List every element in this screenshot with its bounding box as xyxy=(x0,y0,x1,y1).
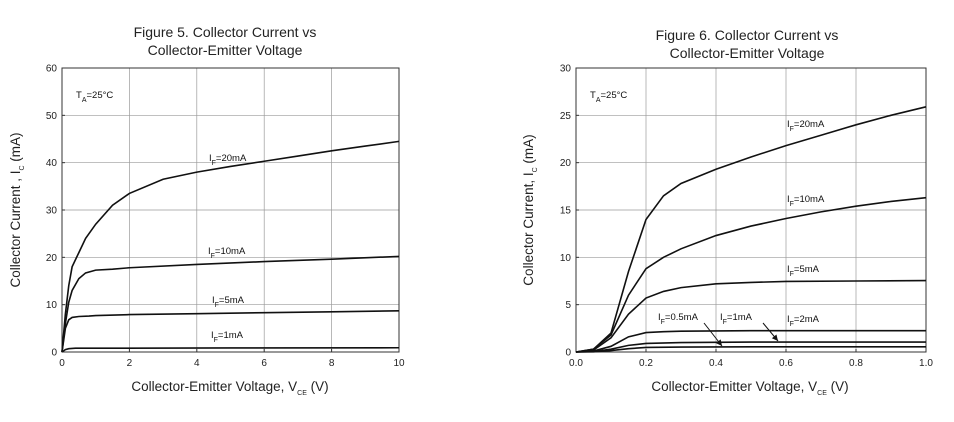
y-tick-label: 0 xyxy=(51,348,57,359)
x-tick-label: 8 xyxy=(329,358,335,369)
x-tick-label: 0.8 xyxy=(849,358,863,369)
series-label: IF=20mA xyxy=(787,119,825,133)
series-line-if2ma xyxy=(575,329,926,353)
y-tick-label: 5 xyxy=(565,300,571,311)
arrowhead xyxy=(771,334,778,341)
y-axis-label: Collector Current, IC (mA) xyxy=(521,134,539,285)
x-tick-label: 0.4 xyxy=(709,358,723,369)
series-label: IF=5mA xyxy=(212,295,245,309)
series-line-if20ma xyxy=(61,140,400,353)
chart-title-line2: Collector-Emitter Voltage xyxy=(148,42,303,58)
chart-1: Figure 5. Collector Current vs Collector-… xyxy=(8,24,405,397)
temperature-annotation: TA=25°C xyxy=(590,90,627,104)
x-axis-label: Collector-Emitter Voltage, VCE (V) xyxy=(651,379,848,397)
y-tick-label: 10 xyxy=(46,300,58,311)
y-axis-label: Collector Current , IC (mA) xyxy=(8,132,26,287)
y-tick-label: 15 xyxy=(560,206,572,217)
y-tick-label: 20 xyxy=(560,158,572,169)
chart-title-line2: Collector-Emitter Voltage xyxy=(670,45,825,61)
series-label: IF=20mA xyxy=(209,153,247,167)
y-tick-label: 40 xyxy=(46,158,58,169)
x-tick-label: 0 xyxy=(59,358,65,369)
series-line-if5ma xyxy=(575,279,927,353)
x-tick-label: 1.0 xyxy=(919,358,933,369)
series-label: IF=1mA xyxy=(211,330,244,344)
temperature-annotation: TA=25°C xyxy=(76,90,113,104)
chart-title-line1: Figure 5. Collector Current vs xyxy=(134,24,317,40)
chart-2: Figure 6. Collector Current vs Collector-… xyxy=(521,27,933,397)
x-tick-label: 0.0 xyxy=(569,358,583,369)
y-tick-label: 20 xyxy=(46,253,58,264)
y-tick-label: 30 xyxy=(560,64,572,75)
y-tick-label: 30 xyxy=(46,206,58,217)
chart-title-line1: Figure 6. Collector Current vs xyxy=(656,27,839,43)
series-label: IF=10mA xyxy=(208,246,246,260)
series-label: IF=2mA xyxy=(787,314,820,328)
series-line-if20ma xyxy=(575,106,927,353)
series-label: IF=0.5mA xyxy=(658,312,699,326)
arrowhead xyxy=(715,339,722,346)
series-line-if10ma xyxy=(575,196,927,353)
x-tick-label: 0.2 xyxy=(639,358,653,369)
series-label: IF=5mA xyxy=(787,264,820,278)
series-line-if1ma xyxy=(61,346,400,353)
x-tick-label: 0.6 xyxy=(779,358,793,369)
y-tick-label: 25 xyxy=(560,111,572,122)
series-label: IF=10mA xyxy=(787,194,825,208)
x-tick-label: 2 xyxy=(127,358,133,369)
x-tick-label: 6 xyxy=(261,358,267,369)
y-tick-label: 50 xyxy=(46,111,58,122)
y-tick-label: 10 xyxy=(560,253,572,264)
series-line-if0_5ma xyxy=(575,345,926,353)
y-tick-label: 0 xyxy=(565,348,571,359)
series-label: IF=1mA xyxy=(720,312,753,326)
series-line-if5ma xyxy=(61,310,400,353)
y-tick-label: 60 xyxy=(46,64,58,75)
x-tick-label: 10 xyxy=(393,358,405,369)
series-line-if10ma xyxy=(61,255,400,353)
x-axis-label: Collector-Emitter Voltage, VCE (V) xyxy=(131,379,328,397)
x-tick-label: 4 xyxy=(194,358,200,369)
